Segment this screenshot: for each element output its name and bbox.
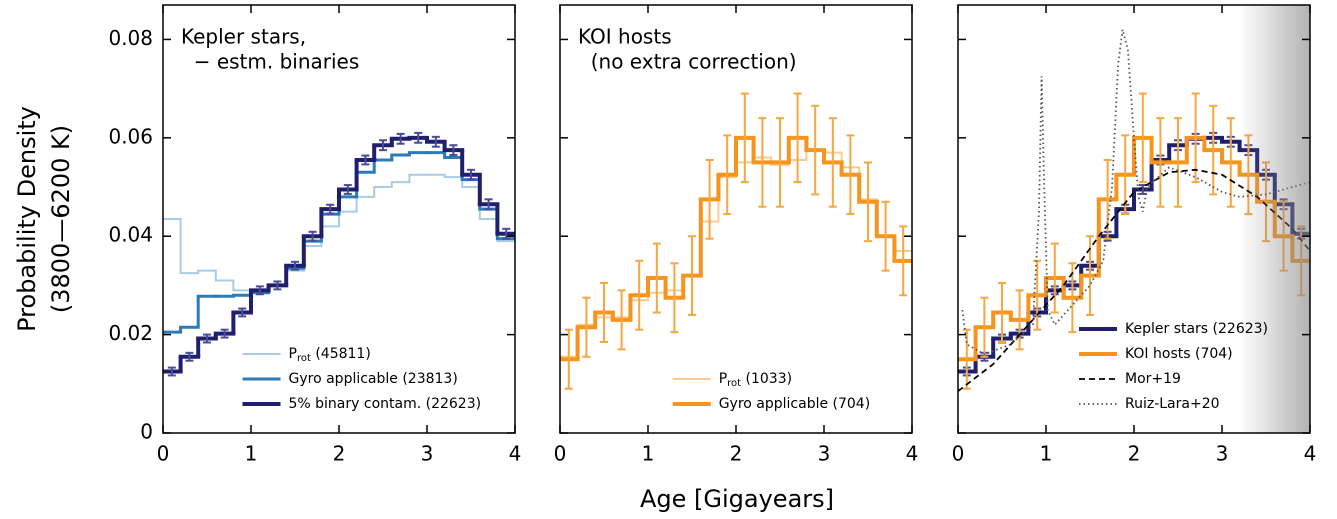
error-bar [793, 92, 802, 184]
error-bar [1068, 262, 1077, 334]
x-tick-label: 1 [1040, 442, 1053, 466]
error-bar [238, 307, 247, 318]
error-bar [308, 230, 317, 242]
x-tick-label: 2 [1128, 442, 1141, 466]
y-tick-label: 0.04 [108, 223, 153, 247]
x-tick-label: 1 [642, 442, 655, 466]
error-bar [291, 260, 299, 271]
x-tick-label: 3 [421, 442, 434, 466]
error-bar [414, 131, 423, 144]
error-bar [582, 296, 591, 358]
x-tick-label: 0 [952, 442, 965, 466]
error-bar [396, 132, 405, 145]
error-bar [1226, 117, 1235, 208]
error-bar [502, 227, 511, 240]
error-bar [899, 225, 908, 297]
error-bar [1174, 117, 1182, 208]
error-bar [379, 139, 387, 152]
y-tick-label: 0 [140, 420, 153, 444]
x-tick-label: 1 [245, 442, 258, 466]
annotation: (no extra correction) [578, 50, 797, 74]
x-tick-label: 3 [818, 442, 831, 466]
x-tick-label: 0 [554, 442, 567, 466]
error-bar [326, 203, 335, 215]
error-bar [255, 285, 264, 296]
error-bar [467, 168, 475, 181]
error-bar [723, 134, 732, 216]
x-tick-label: 4 [906, 442, 919, 466]
plot-area [163, 131, 515, 377]
x-tick-label: 4 [509, 442, 522, 466]
error-bar [564, 328, 573, 390]
error-bar [600, 281, 608, 343]
error-bar [167, 366, 176, 377]
error-bar [361, 154, 370, 166]
error-bar [343, 184, 352, 195]
error-bar [1015, 289, 1024, 351]
x-axis-label: Age [Gigayears] [640, 485, 834, 513]
legend-label: Gyro applicable (23813) [289, 371, 458, 387]
error-bar [980, 296, 989, 358]
annotation: Kepler stars, [181, 25, 306, 49]
x-tick-label: 4 [1304, 442, 1317, 466]
legend-label: Gyro applicable (704) [719, 396, 871, 412]
legend-label: 5% binary contam. (22623) [289, 396, 482, 412]
annotation: KOI hosts [578, 25, 672, 49]
error-bar [484, 198, 493, 211]
legend-label: KOI hosts (704) [1125, 346, 1233, 362]
error-bar [1156, 117, 1165, 208]
x-tick-label: 2 [730, 442, 743, 466]
x-tick-label: 3 [1216, 442, 1229, 466]
error-bar [635, 259, 644, 331]
error-bar [1050, 242, 1059, 314]
error-bar [1138, 92, 1147, 184]
y-tick-label: 0.02 [108, 321, 153, 345]
error-bar [617, 289, 626, 351]
error-bar [273, 280, 282, 291]
error-bar [670, 262, 679, 334]
x-tick-label: 0 [157, 442, 170, 466]
error-bar [811, 104, 820, 196]
panel-frame: 0 1 2 3 4 Kepler stars (22623) KOI hosts (704)… [952, 4, 1317, 466]
y-tick-label: 0.08 [108, 26, 153, 50]
error-bar [652, 242, 661, 314]
error-bar [431, 135, 440, 148]
y-axis-label-line: Probability Density [13, 106, 41, 332]
y-axis-label-line: (3800—6200 K) [47, 125, 75, 313]
error-bar [1209, 104, 1218, 196]
error-bar [846, 134, 855, 216]
legend-label: Prot (1033) [719, 371, 792, 389]
legend-label: Prot (45811) [289, 346, 371, 364]
error-bar [688, 235, 696, 316]
error-bar [1033, 259, 1042, 331]
error-bar [758, 117, 767, 208]
legend-label: Kepler stars (22623) [1125, 321, 1268, 337]
plot-area [560, 92, 912, 390]
error-bar [449, 144, 458, 157]
error-bar [1191, 92, 1200, 184]
error-bar [998, 281, 1006, 343]
error-bar [705, 158, 714, 240]
error-bar [220, 328, 229, 339]
error-bar [203, 333, 211, 344]
error-bar [740, 92, 749, 184]
error-bar [864, 161, 872, 243]
y-axis-label: Probability Density (3800—6200 K) [13, 106, 75, 332]
error-bar [962, 328, 971, 390]
annotation: − estm. binaries [181, 50, 359, 74]
error-bar [828, 117, 837, 208]
error-bar [776, 117, 784, 208]
error-bar [1121, 134, 1130, 216]
legend-label: Ruiz-Lara+20 [1125, 396, 1220, 412]
legend-label: Mor+19 [1125, 371, 1181, 387]
error-bar [185, 351, 194, 362]
y-tick-label: 0.06 [108, 124, 153, 148]
panel-frame: 0 1 2 3 4 KOI hosts (no extra correction) Prot… [554, 4, 919, 466]
error-bar [881, 200, 890, 272]
x-tick-label: 2 [333, 442, 346, 466]
age-shade [1239, 5, 1310, 433]
panel-frame: 0 1 2 3 4 0 0.02 0.04 0.06 0.08 Kepler stars, − es… [108, 4, 522, 466]
